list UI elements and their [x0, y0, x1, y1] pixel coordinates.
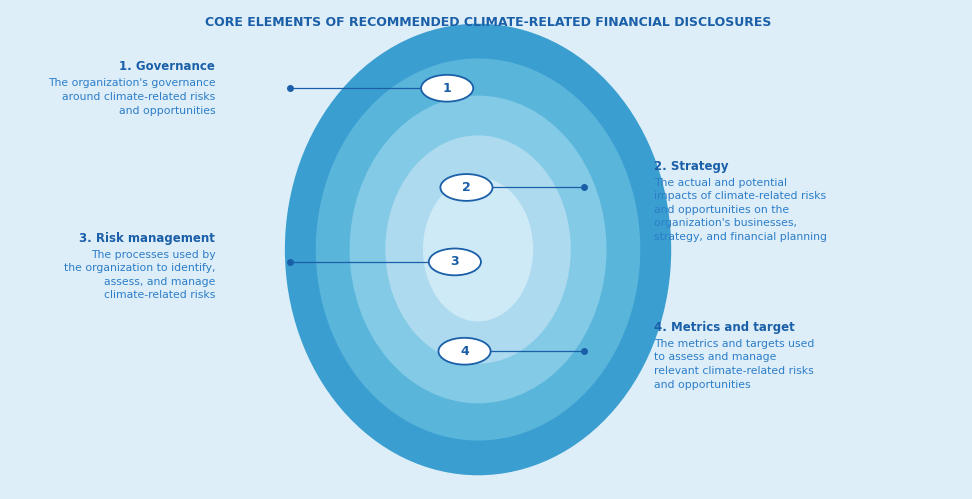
- Ellipse shape: [350, 96, 607, 403]
- Ellipse shape: [423, 178, 533, 321]
- Text: CORE ELEMENTS OF RECOMMENDED CLIMATE-RELATED FINANCIAL DISCLOSURES: CORE ELEMENTS OF RECOMMENDED CLIMATE-REL…: [204, 16, 771, 29]
- Text: The metrics and targets used
to assess and manage
relevant climate-related risks: The metrics and targets used to assess a…: [654, 339, 815, 390]
- Text: 3. Risk management: 3. Risk management: [80, 232, 216, 245]
- Circle shape: [429, 249, 481, 275]
- Text: 4: 4: [460, 345, 469, 358]
- Text: 1. Governance: 1. Governance: [120, 60, 216, 73]
- Text: The organization's governance
around climate-related risks
and opportunities: The organization's governance around cli…: [48, 78, 216, 115]
- Ellipse shape: [316, 58, 641, 441]
- Text: 2: 2: [462, 181, 470, 194]
- Text: The actual and potential
impacts of climate-related risks
and opportunities on t: The actual and potential impacts of clim…: [654, 178, 827, 242]
- Text: 2. Strategy: 2. Strategy: [654, 160, 728, 173]
- Ellipse shape: [285, 24, 672, 475]
- Text: 4. Metrics and target: 4. Metrics and target: [654, 321, 794, 334]
- Ellipse shape: [385, 135, 571, 364]
- Text: The processes used by
the organization to identify,
assess, and manage
climate-r: The processes used by the organization t…: [64, 250, 216, 300]
- Text: 3: 3: [451, 255, 459, 268]
- Circle shape: [438, 338, 491, 365]
- Circle shape: [421, 75, 473, 102]
- Text: 1: 1: [443, 82, 452, 95]
- Circle shape: [440, 174, 493, 201]
